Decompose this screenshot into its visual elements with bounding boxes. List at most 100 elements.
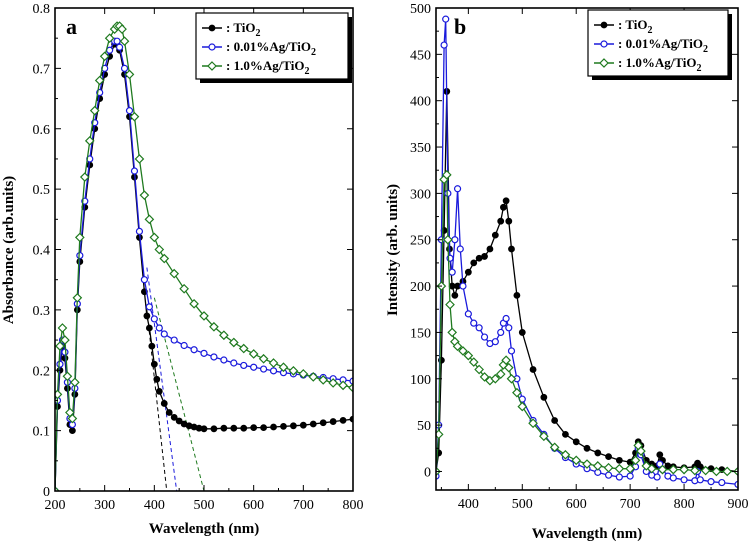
panel-a-data-point — [240, 424, 248, 432]
panel-a-data-point — [72, 292, 83, 303]
panel-b-data-point — [464, 268, 472, 276]
panel-a-data-point — [149, 232, 160, 243]
panel-b-data-point — [490, 373, 501, 384]
panel-a-tangent-line-1 — [146, 267, 178, 491]
legend-label-main: : 0.01%Ag/TiO — [618, 36, 703, 51]
legend-label-main: : TiO — [618, 17, 648, 32]
panel-b-data-point — [668, 464, 679, 475]
panel-a-y-tick-label: 0.5 — [33, 183, 51, 198]
panel-a-legend-entry-2: : 1.0%Ag/TiO2 — [226, 58, 310, 77]
panel-b-x-tick-label: 800 — [674, 497, 695, 512]
panel-b-data-marks — [436, 15, 738, 489]
panel-a-data-point — [250, 424, 258, 432]
panel-a-data-point — [328, 378, 338, 388]
panel-a-series-markers-2 — [55, 21, 353, 491]
panel-b-data-point — [603, 462, 614, 473]
panel-b-data-point — [615, 456, 623, 464]
panel-a-x-tick-label: 600 — [243, 498, 264, 513]
panel-a-data-point — [119, 36, 130, 47]
panel-b-data-point — [656, 460, 664, 468]
panel-a-data-point — [209, 321, 219, 332]
panel-a-data-point — [150, 360, 158, 368]
panel-a-y-axis-label: Absorbance (arb.units) — [1, 176, 17, 324]
panel-a-data-point — [228, 337, 239, 348]
panel-a-data-point — [134, 154, 145, 164]
panel-b-data-point — [486, 245, 494, 253]
panel-a-data-point — [125, 107, 134, 115]
panel-b-data-point — [451, 236, 459, 244]
panel-b-data-point — [505, 217, 513, 225]
panel-b-data-point — [560, 449, 571, 460]
panel-a-data-point — [280, 422, 287, 430]
panel-a-data-point — [148, 342, 156, 350]
panel-a-x-tick-label: 300 — [94, 498, 115, 513]
panel-b-data-point — [497, 328, 505, 337]
panel-a-data-point — [150, 315, 158, 323]
panel-b-data-point — [690, 465, 700, 476]
panel-b-intensity-chart: 400 500 600 700 800 900 0 50 100 150 200 250 300 350 4… — [385, 2, 749, 542]
panel-a-data-point — [308, 372, 319, 382]
panel-b-series-line-0 — [436, 91, 738, 473]
panel-b-series-line-1 — [436, 19, 738, 486]
legend-label-subscript: 2 — [305, 66, 310, 77]
panel-a-data-point — [230, 424, 238, 432]
panel-b-data-point — [470, 319, 478, 327]
panel-a-data-point — [160, 400, 168, 407]
panel-b-data-point — [480, 333, 489, 341]
panel-a-legend: : TiO2: 0.01%Ag/TiO2: 1.0%Ag/TiO2 — [195, 12, 352, 83]
panel-b-x-tick-label: 700 — [620, 497, 641, 512]
panel-b-data-point — [501, 355, 511, 366]
panel-b-data-point — [481, 253, 488, 260]
panel-a-tangent-line-2 — [153, 297, 205, 491]
panel-b-series-markers-0 — [436, 88, 738, 475]
panel-a-data-point — [268, 358, 279, 368]
legend-label-subscript: 2 — [311, 47, 316, 58]
panel-b-data-point — [669, 474, 677, 482]
panel-a-legend-box — [195, 12, 349, 80]
panel-b-legend-marker — [599, 58, 609, 68]
panel-a-x-axis-label: Wavelength (nm) — [149, 521, 259, 537]
panel-a-data-point — [84, 135, 95, 146]
panel-b-data-point — [491, 231, 499, 239]
panel-a-tangent-line-0 — [146, 309, 168, 491]
panel-b-y-tick-label: 250 — [410, 234, 431, 249]
panel-b-data-point — [664, 462, 672, 470]
panel-b-data-point — [571, 455, 582, 466]
panel-b-axis-ticks: 400 500 600 700 800 900 0 50 100 150 200 250 300 350 4… — [410, 2, 749, 512]
panel-b-y-tick-label: 350 — [410, 141, 431, 156]
panel-b-legend-entry-1: : 0.01%Ag/TiO2 — [618, 36, 708, 55]
panel-a-data-point — [153, 375, 161, 383]
panel-b-data-point — [502, 197, 510, 205]
panel-b-data-point — [646, 463, 657, 474]
panel-b-data-point — [539, 431, 549, 442]
panel-b-x-tick-label: 600 — [566, 497, 587, 512]
legend-label-main: : 0.01%Ag/TiO — [226, 39, 311, 54]
panel-b-series-area — [436, 15, 738, 489]
panel-b-data-point — [549, 442, 560, 453]
panel-b-y-axis-label: Intensity (arb. units) — [385, 184, 401, 316]
panel-a-data-point — [60, 335, 70, 345]
legend-label-main: : 1.0%Ag/TiO — [226, 58, 305, 73]
panel-b-data-point — [636, 446, 646, 456]
panel-a-data-point — [143, 312, 151, 320]
panel-a-data-point — [199, 311, 209, 321]
panel-b-legend-marker — [600, 40, 608, 48]
panel-b-data-point — [583, 444, 591, 452]
panel-a-data-point — [56, 360, 64, 368]
panel-b-data-point — [459, 282, 467, 290]
panel-a-data-point — [278, 362, 289, 373]
panel-b-data-point — [679, 464, 689, 475]
panel-a-series-line-1 — [55, 40, 353, 491]
panel-b-data-point — [517, 401, 528, 412]
panel-b-legend: : TiO2: 0.01%Ag/TiO2: 1.0%Ag/TiO2 — [587, 9, 732, 80]
panel-b-data-point — [657, 464, 668, 475]
panel-b-data-point — [582, 459, 592, 469]
legend-label-subscript: 2 — [648, 25, 653, 36]
panel-a-data-point — [260, 365, 268, 373]
panel-b-data-point — [614, 463, 625, 474]
panel-b-data-point — [464, 310, 472, 318]
panel-a-axis-ticks: 200 300 400 500 600 700 800 0 0.1 0.2 0.3 0.4 0.5 0.6… — [33, 2, 364, 513]
panel-a-data-point — [113, 37, 121, 45]
legend-label-subscript: 2 — [697, 63, 702, 74]
panel-a-data-point — [319, 419, 327, 427]
